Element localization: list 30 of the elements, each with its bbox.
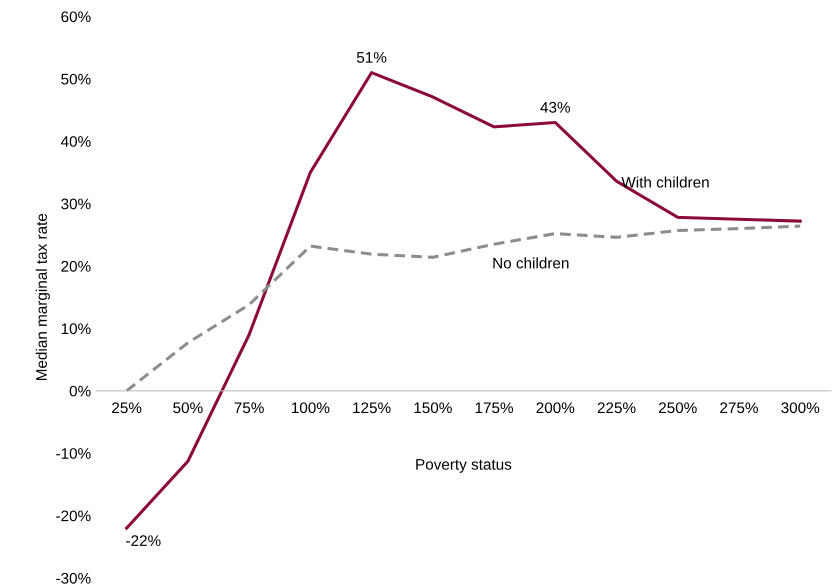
y-tick-label: -30% <box>56 572 91 584</box>
y-tick-label: 40% <box>60 136 91 147</box>
y-tick-label: 60% <box>61 11 91 22</box>
y-tick-label: 50% <box>61 74 91 85</box>
x-axis-title: Poverty status <box>416 459 512 473</box>
y-tick-label: 0% <box>70 386 91 397</box>
x-tick-label: 75% <box>234 402 264 414</box>
x-tick-label: 100% <box>292 402 330 414</box>
series-label: No children <box>493 257 568 268</box>
x-tick-label: 225% <box>598 402 636 414</box>
y-tick-label: 30% <box>61 198 91 210</box>
x-tick-label: 275% <box>720 402 758 414</box>
x-tick-label: 300% <box>781 402 820 414</box>
series-label: With children <box>621 176 709 188</box>
data-label: -22% <box>126 535 161 546</box>
x-tick-label: 125% <box>353 402 391 414</box>
x-tick-label: 250% <box>658 402 697 414</box>
data-label: 43% <box>540 102 570 113</box>
x-tick-label: 25% <box>112 402 142 414</box>
y-tick-label: 10% <box>62 323 91 334</box>
data-label: 51% <box>356 52 386 63</box>
x-tick-label: 50% <box>173 402 203 414</box>
y-tick-label: 20% <box>61 260 91 272</box>
x-tick-label: 150% <box>414 402 452 414</box>
y-axis-title: Median marginal tax rate <box>36 214 50 380</box>
y-tick-label: -10% <box>56 448 91 459</box>
line-series <box>125 224 802 392</box>
y-tick-label: -20% <box>56 510 91 522</box>
x-tick-label: 175% <box>476 402 514 414</box>
x-tick-label: 200% <box>536 402 574 414</box>
